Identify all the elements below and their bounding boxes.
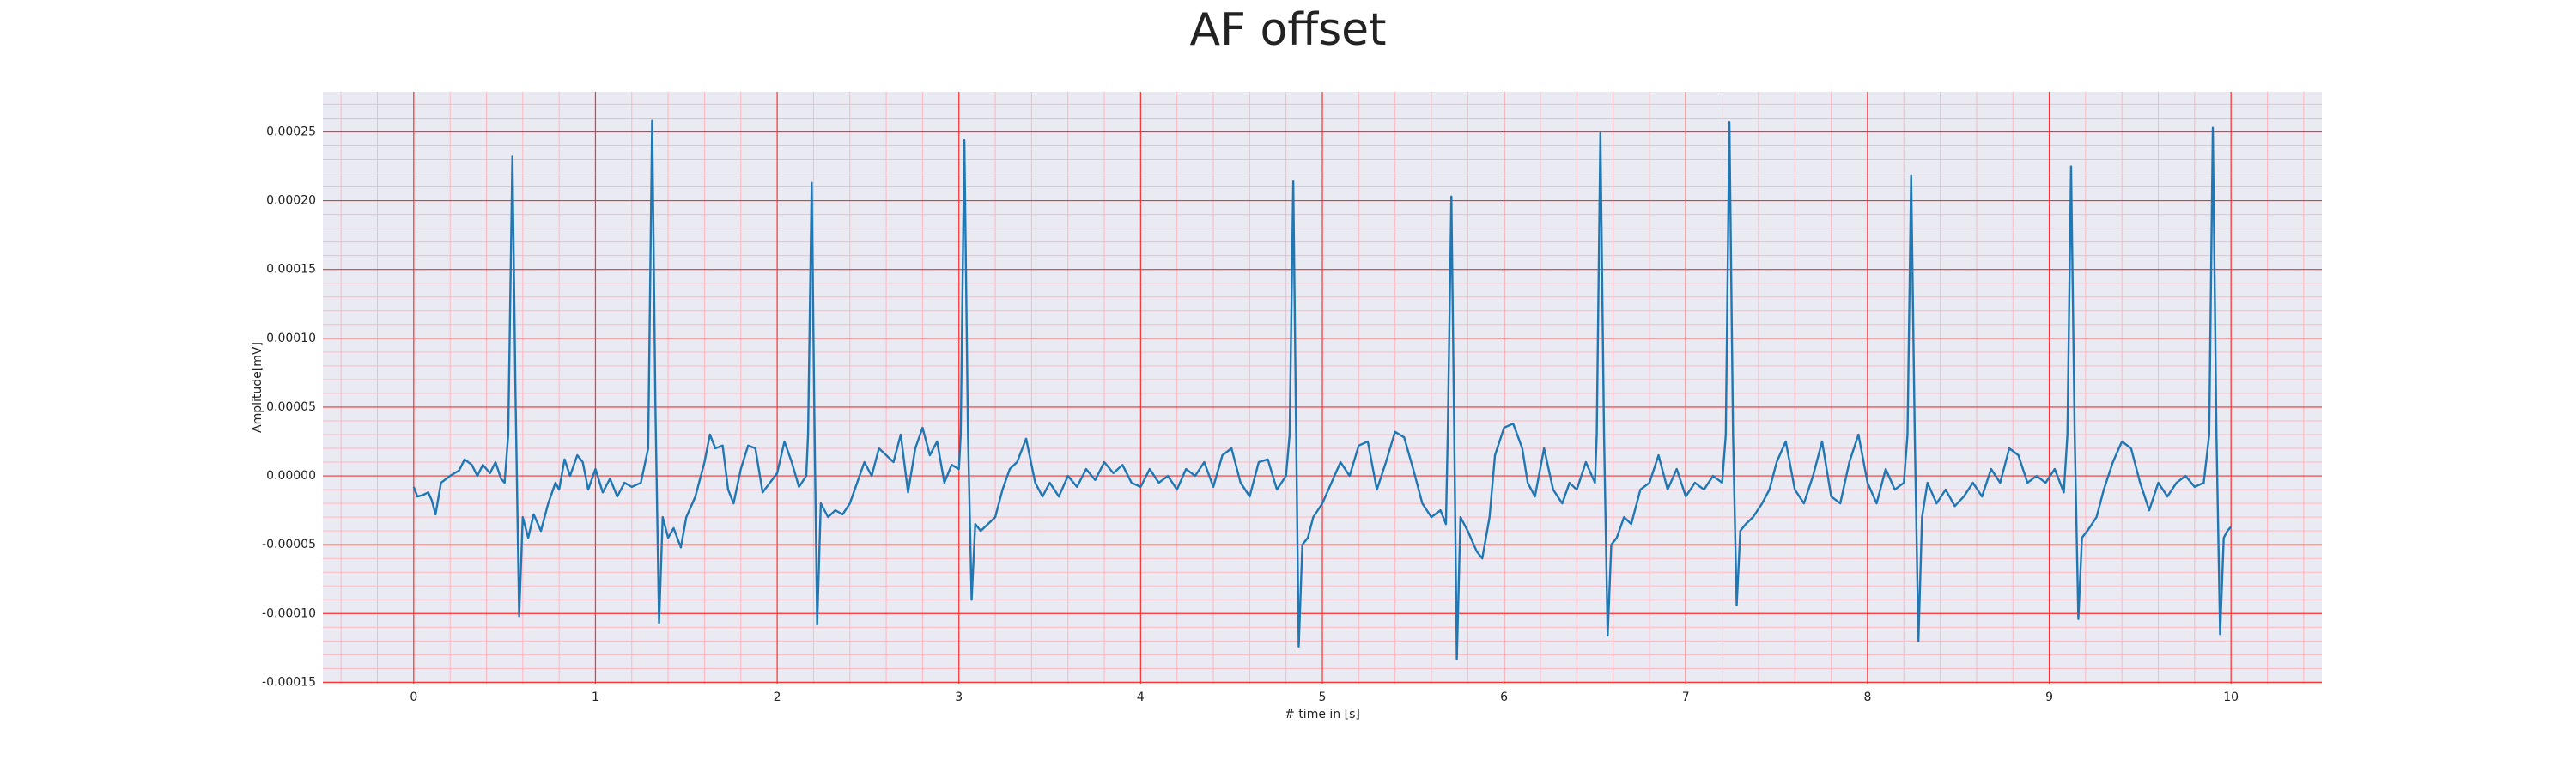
x-tick-label: 10 xyxy=(2223,691,2239,704)
x-tick-label: 9 xyxy=(2045,691,2053,704)
y-tick-label: 0.00015 xyxy=(266,263,316,277)
x-tick-label: 7 xyxy=(1682,691,1690,704)
x-tick-label: 2 xyxy=(774,691,781,704)
x-tick-label: 4 xyxy=(1137,691,1145,704)
y-tick-label: 0.00005 xyxy=(266,400,316,414)
plot-area xyxy=(412,119,2233,660)
y-axis-label: Amplitude[mV] xyxy=(251,342,264,433)
chart-title: AF offset xyxy=(1189,4,1386,56)
x-tick-label: 3 xyxy=(955,691,963,704)
y-tick-label: -0.00010 xyxy=(262,606,316,620)
y-tick-label: -0.00005 xyxy=(262,538,316,551)
x-tick-label: 8 xyxy=(1863,691,1871,704)
x-tick-label: 6 xyxy=(1500,691,1508,704)
x-axis-label: # time in [s] xyxy=(1285,708,1360,721)
x-tick-label: 5 xyxy=(1319,691,1327,704)
x-tick-label: 0 xyxy=(410,691,417,704)
y-tick-label: 0.00020 xyxy=(266,194,316,208)
ecg-line xyxy=(412,119,2233,660)
y-tick-label: 0.00010 xyxy=(266,332,316,345)
y-tick-label: -0.00015 xyxy=(262,675,316,689)
x-tick-label: 1 xyxy=(592,691,599,704)
y-tick-label: 0.00000 xyxy=(266,469,316,483)
y-tick-label: 0.00025 xyxy=(266,125,316,138)
